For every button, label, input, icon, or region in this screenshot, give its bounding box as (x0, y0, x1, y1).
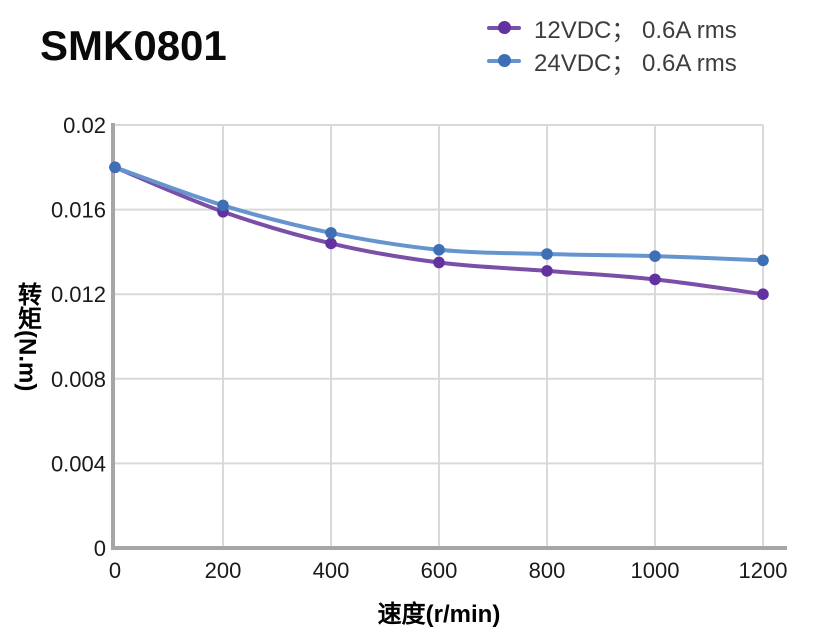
x-tick-label: 200 (205, 558, 242, 583)
legend-label-12vdc: 12VDC； 0.6A rms (534, 17, 737, 44)
data-point-marker-12vdc (649, 273, 661, 286)
y-axis-title: 转矩(N.m) (13, 281, 41, 392)
data-point-marker-12vdc (433, 256, 445, 269)
y-tick-label: 0.016 (51, 198, 106, 223)
x-tick-label: 400 (313, 558, 350, 583)
legend: 12VDC； 0.6A rms 24VDC； 0.6A rms (487, 12, 737, 77)
data-point-marker-24vdc (757, 254, 769, 267)
legend-label-24vdc: 24VDC； 0.6A rms (534, 50, 737, 77)
x-tick-label: 600 (421, 558, 458, 583)
legend-marker-purple-icon (487, 21, 521, 34)
data-point-marker-24vdc (649, 250, 661, 262)
data-point-marker-24vdc (325, 227, 337, 239)
data-point-marker-24vdc (109, 161, 121, 174)
data-point-marker-12vdc (541, 265, 553, 277)
y-tick-label: 0.02 (63, 113, 106, 138)
data-point-marker-12vdc (325, 237, 337, 250)
legend-item-12vdc: 12VDC； 0.6A rms (487, 12, 737, 44)
data-point-marker-24vdc (217, 199, 229, 212)
x-axis-title: 速度(r/min) (377, 601, 501, 628)
legend-item-24vdc: 24VDC； 0.6A rms (487, 45, 737, 77)
x-tick-label: 1000 (631, 558, 680, 583)
x-tick-label: 0 (109, 558, 121, 583)
data-point-marker-24vdc (541, 248, 553, 260)
chart-title: SMK0801 (40, 22, 227, 69)
data-point-marker-24vdc (433, 243, 445, 256)
x-tick-label: 800 (529, 558, 566, 583)
y-tick-label: 0.004 (51, 451, 106, 476)
y-tick-label: 0.008 (51, 367, 106, 392)
legend-marker-blue-icon (487, 54, 521, 67)
x-tick-label: 1200 (739, 558, 788, 583)
y-tick-label: 0.012 (51, 282, 106, 307)
y-tick-label: 0 (94, 536, 106, 561)
data-point-marker-12vdc (757, 288, 769, 301)
